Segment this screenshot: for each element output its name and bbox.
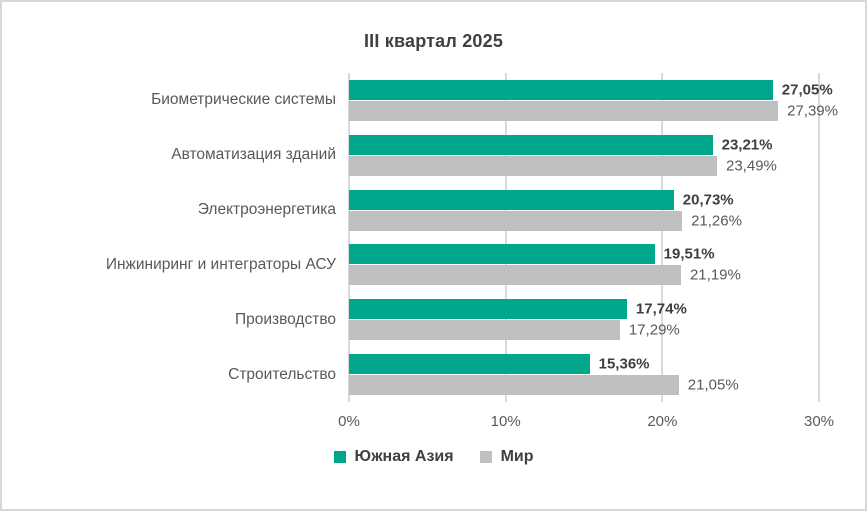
- bar-group: 23,21% 23,49%: [349, 134, 819, 176]
- value-label-south-asia: 15,36%: [598, 355, 650, 373]
- legend: Южная Азия Мир: [2, 448, 865, 466]
- bar-line: 21,19%: [349, 265, 819, 286]
- category-row: Биометрические системы 27,05% 27,39%: [2, 73, 865, 128]
- category-row: Производство 17,74% 17,29%: [2, 292, 865, 347]
- category-row: Инжиниринг и интеграторы АСУ 19,51% 21,19%: [2, 237, 865, 292]
- category-row: Автоматизация зданий 23,21% 23,49%: [2, 128, 865, 183]
- bar-line: 27,39%: [349, 100, 838, 121]
- category-label: Автоматизация зданий: [171, 146, 336, 164]
- x-axis-tick: 20%: [647, 413, 678, 430]
- value-label-world: 21,26%: [691, 212, 742, 230]
- bar-line: 17,74%: [349, 299, 819, 320]
- value-label-south-asia: 20,73%: [682, 191, 734, 209]
- bar-group: 15,36% 21,05%: [349, 354, 819, 396]
- gridlines: [348, 73, 820, 402]
- bar-line: 17,29%: [349, 320, 819, 341]
- category-label: Производство: [234, 310, 336, 328]
- bar-rows: Биометрические системы 27,05% 27,39% Автома…: [2, 73, 865, 402]
- bar-south-asia: [349, 189, 674, 210]
- bar-line: 21,05%: [349, 375, 819, 396]
- value-label-world: 17,29%: [628, 321, 680, 339]
- gridline: [661, 73, 664, 402]
- chart-title: III квартал 2025: [363, 31, 504, 51]
- bar-south-asia: [349, 299, 627, 320]
- value-label-south-asia: 19,51%: [663, 245, 715, 263]
- bar-south-asia: [349, 354, 590, 375]
- bar-south-asia: [349, 134, 713, 155]
- value-label-south-asia: 27,05%: [781, 81, 833, 99]
- legend-label-south-asia: Южная Азия: [354, 448, 454, 465]
- bar-group: 27,05% 27,39%: [349, 79, 838, 121]
- value-label-world: 27,39%: [787, 102, 838, 120]
- legend-item-world: Мир: [479, 448, 534, 466]
- bar-group: 17,74% 17,29%: [349, 299, 819, 341]
- legend-swatch-south-asia: [333, 451, 346, 463]
- category-label: Строительство: [228, 365, 336, 383]
- bar-line: 20,73%: [349, 189, 819, 210]
- category-row: Строительство 15,36% 21,05%: [2, 347, 865, 402]
- x-axis-tick: 0%: [338, 413, 360, 430]
- x-axis: 0% 10% 20% 30%: [338, 409, 834, 435]
- bar-line: 21,26%: [349, 210, 819, 231]
- bar-world: [349, 100, 779, 121]
- category-label: Биометрические системы: [151, 91, 336, 109]
- category-row: Электроэнергетика 20,73% 21,26%: [2, 183, 865, 238]
- legend-swatch-world: [479, 451, 492, 463]
- gridline: [504, 73, 507, 402]
- bar-line: 23,49%: [349, 155, 819, 176]
- value-label-south-asia: 17,74%: [635, 300, 687, 318]
- bar-south-asia: [349, 244, 655, 265]
- value-label-world: 23,49%: [726, 157, 777, 175]
- bar-group: 20,73% 21,26%: [349, 189, 819, 231]
- x-axis-tick: 10%: [490, 413, 521, 430]
- bar-line: 23,21%: [349, 134, 819, 155]
- x-axis-tick: 30%: [803, 413, 835, 430]
- gridline: [348, 73, 350, 402]
- value-label-south-asia: 23,21%: [721, 136, 773, 154]
- value-label-world: 21,05%: [687, 376, 739, 394]
- bar-world: [349, 210, 683, 231]
- bar-line: 19,51%: [349, 244, 819, 265]
- value-label-world: 21,19%: [689, 266, 741, 284]
- bar-line: 15,36%: [349, 354, 819, 375]
- legend-label-world: Мир: [500, 448, 534, 465]
- bar-world: [349, 265, 681, 286]
- plot-area: Биометрические системы 27,05% 27,39% Автома…: [2, 73, 865, 402]
- category-label: Инжиниринг и интеграторы АСУ: [105, 255, 336, 273]
- bar-line: 27,05%: [349, 79, 833, 100]
- bar-world: [349, 155, 717, 176]
- bar-world: [349, 320, 620, 341]
- legend-item-south-asia: Южная Азия: [333, 448, 454, 466]
- bar-south-asia: [349, 79, 773, 100]
- gridline: [818, 73, 820, 402]
- bar-group: 19,51% 21,19%: [349, 244, 819, 286]
- category-label: Электроэнергетика: [197, 201, 336, 219]
- bar-world: [349, 375, 679, 396]
